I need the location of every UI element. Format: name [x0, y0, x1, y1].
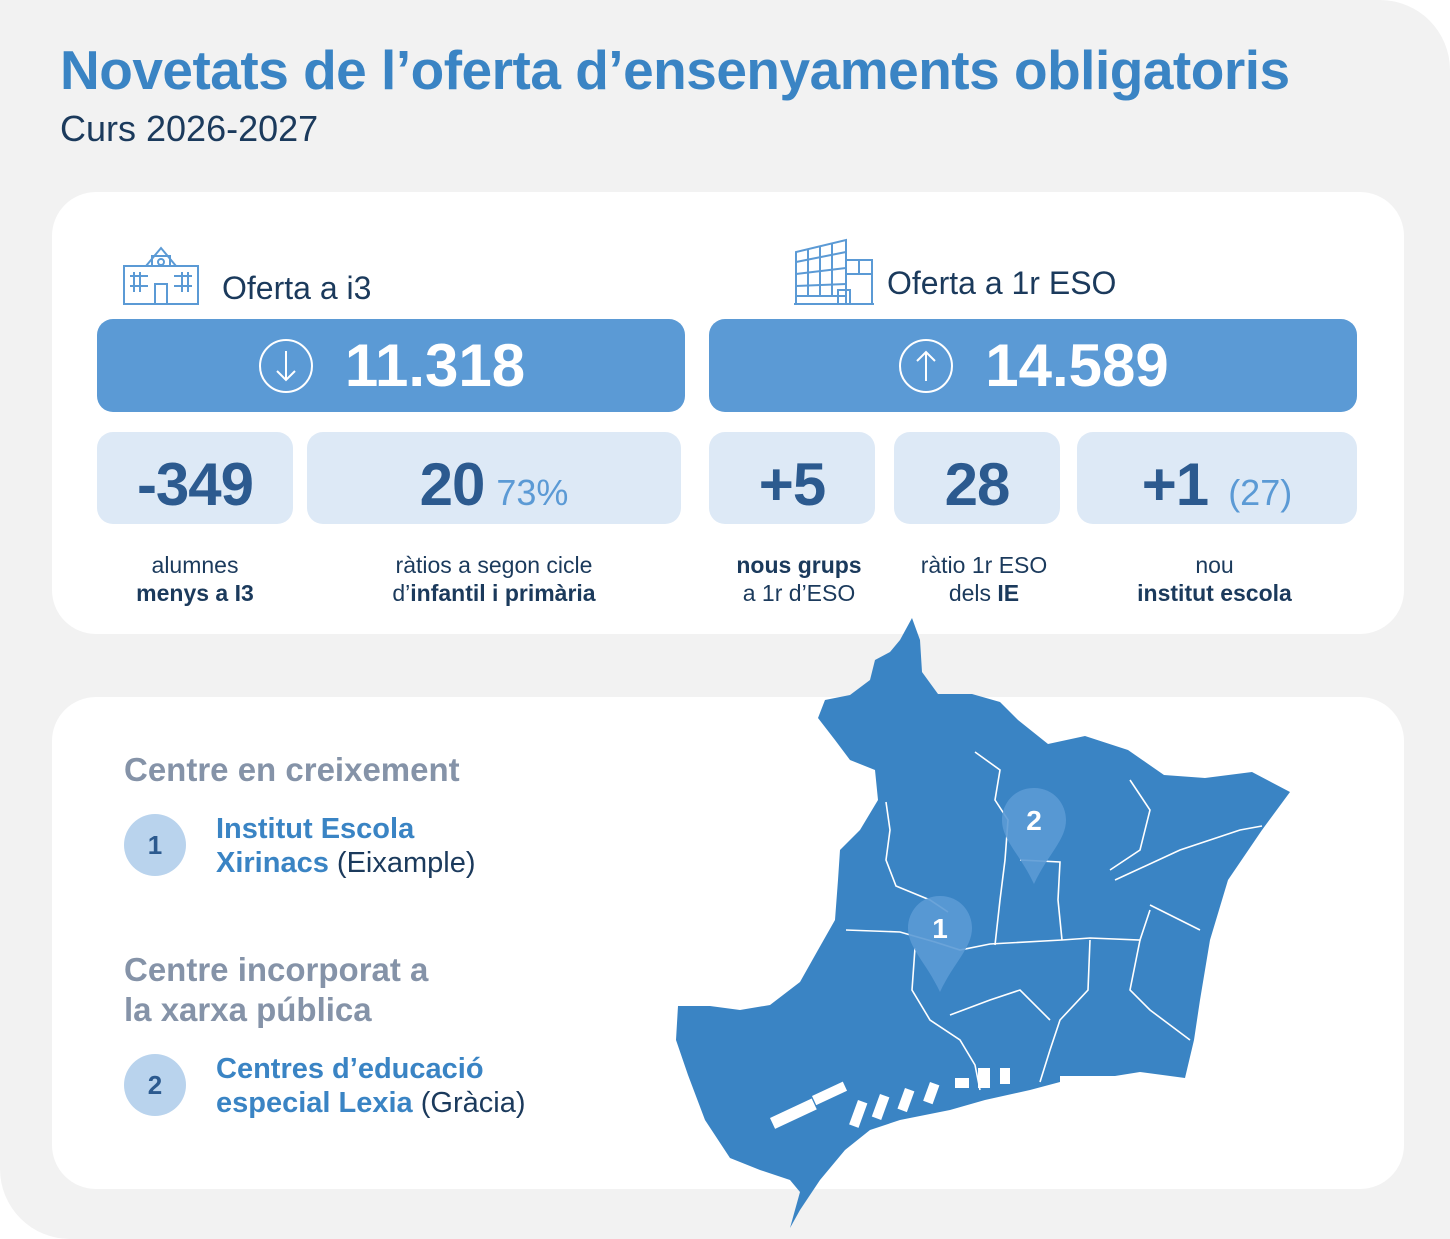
item-name-line: Institut Escola: [216, 812, 476, 846]
page-title: Novetats de l’oferta d’ensenyaments obli…: [60, 39, 1290, 101]
caption-line: dels IE: [894, 579, 1074, 607]
institute-building-icon: [794, 238, 874, 305]
page-subtitle: Curs 2026-2027: [60, 108, 319, 149]
item-name-line: Centres d’educació: [216, 1052, 525, 1086]
eso-stat-box-1: +5: [709, 432, 875, 524]
caption-line: nou: [1195, 552, 1234, 578]
eso-caption-3: nou institut escola: [1077, 551, 1352, 607]
stat-value: -349: [136, 451, 254, 518]
growth-heading: Centre en creixement: [124, 751, 460, 788]
growth-item-text: Institut Escola Xirinacs (Eixample): [216, 812, 476, 880]
offer-card: [52, 192, 1404, 634]
caption-line: a 1r d’ESO: [742, 580, 856, 606]
i3-total-box: 11.318: [97, 319, 685, 412]
caption-bold: nous grups: [736, 552, 862, 578]
stat-value: +1: [1141, 451, 1209, 518]
item-district: (Eixample): [336, 847, 476, 879]
caption-prefix: dels: [948, 580, 998, 606]
i3-total-value: 11.318: [344, 332, 526, 399]
growth-number-badge: 1: [124, 814, 186, 876]
caption-line: menys a I3: [97, 579, 293, 607]
i3-caption-1: alumnes menys a I3: [97, 551, 293, 607]
i3-stat-box-1: -349: [97, 432, 293, 524]
item-name: especial Lexia: [216, 1087, 413, 1119]
item-name: Xirinacs: [216, 847, 329, 879]
item-name-line: especial Lexia (Gràcia): [216, 1086, 525, 1120]
map-pin-label: 2: [1026, 805, 1042, 836]
item-name: Centres d’educació: [216, 1053, 484, 1085]
caption-line: d’infantil i primària: [307, 579, 681, 607]
i3-stat-box-2: 20 73%: [307, 432, 681, 524]
heading-line: la xarxa pública: [124, 991, 372, 1028]
eso-total-box: 14.589: [709, 319, 1357, 412]
item-name-line: Xirinacs (Eixample): [216, 846, 476, 880]
stat-extra: (27): [1228, 472, 1293, 513]
stat-extra: 73%: [496, 472, 569, 513]
caption-line: nous grups: [709, 551, 889, 579]
caption-line: alumnes: [151, 552, 239, 578]
caption-line: ràtios a segon cicle: [395, 552, 593, 578]
map-pin-label: 1: [932, 913, 948, 944]
stat-value: 28: [944, 451, 1011, 518]
eso-caption-2: ràtio 1r ESO dels IE: [894, 551, 1074, 607]
i3-caption-2: ràtios a segon cicle d’infantil i primàr…: [307, 551, 681, 607]
map-pin-icon: 1: [908, 896, 972, 992]
i3-section-label: Oferta a i3: [222, 270, 372, 306]
arrow-down-circle-icon: [258, 338, 313, 393]
caption-line: ràtio 1r ESO: [920, 552, 1048, 578]
eso-caption-1: nous grups a 1r d’ESO: [709, 551, 889, 607]
school-building-icon: [123, 246, 199, 305]
caption-bold: menys a I3: [136, 580, 254, 606]
eso-total-value: 14.589: [985, 332, 1169, 399]
heading-line: Centre incorporat a: [124, 951, 429, 988]
public-number-badge: 2: [124, 1054, 186, 1116]
city-shape: [676, 618, 1290, 1228]
caption-prefix: d’: [392, 580, 411, 606]
port-docks: [770, 1068, 1170, 1129]
stat-value: +5: [758, 451, 826, 518]
eso-stat-box-2: 28: [894, 432, 1060, 524]
caption-bold: infantil i primària: [410, 580, 596, 606]
public-item-text: Centres d’educació especial Lexia (Gràci…: [216, 1052, 525, 1120]
item-district: (Gràcia): [420, 1087, 526, 1119]
arrow-up-circle-icon: [899, 338, 954, 393]
map-pin-icon: 2: [1002, 788, 1066, 884]
caption-bold: institut escola: [1137, 580, 1292, 606]
eso-section-label: Oferta a 1r ESO: [887, 265, 1117, 301]
item-name: Institut Escola: [216, 813, 415, 845]
caption-bold: IE: [997, 580, 1020, 606]
public-heading: Centre incorporat a la xarxa pública: [124, 950, 428, 1030]
stat-value: 20: [419, 451, 486, 518]
eso-stat-box-3: +1 (27): [1077, 432, 1357, 524]
caption-line: institut escola: [1077, 579, 1352, 607]
